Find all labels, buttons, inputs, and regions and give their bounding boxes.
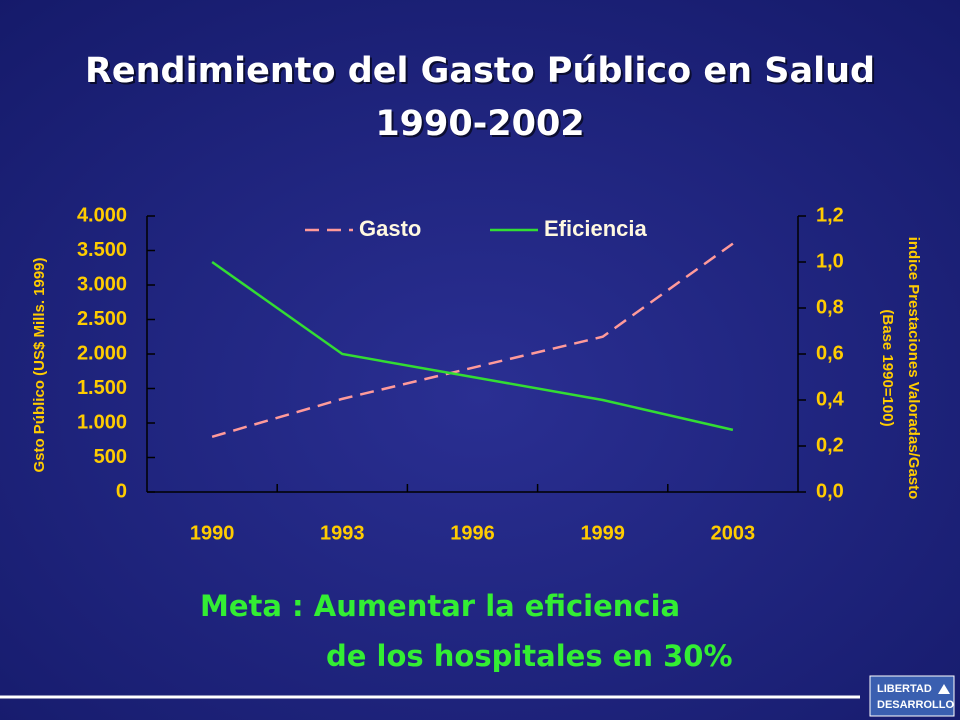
title-shadow: Rendimiento del Gasto Público en Salud [87,53,877,93]
logo-text: DESARROLLO [877,699,954,711]
legend-label: Eficiencia [544,216,647,241]
logo-box [869,675,955,717]
y-tick-label: 4.000 [77,204,127,226]
chart-title: Rendimiento del Gasto Público en Salud [85,51,875,91]
chart-subtitle: 1990-2002 [375,104,584,144]
y2-tick-label: 0,8 [816,296,844,318]
logo-icon [938,684,950,694]
logo-text: LIBERTAD [877,683,932,695]
x-tick-label: 1999 [580,522,625,544]
y2-tick-label: 1,2 [816,204,844,226]
x-tick-label: 1990 [190,522,235,544]
y-tick-label: 1.000 [77,411,127,433]
y2-tick-label: 0,0 [816,480,844,502]
annotation: Meta : Aumentar la eficiencia [200,589,680,623]
annotation: de los hospitales en 30% [326,639,733,673]
y-tick-label: 500 [94,446,127,468]
y-tick-label: 0 [116,480,127,502]
logo: LIBERTAD DESARROLLO [869,675,955,717]
x-tick-label: 2003 [711,522,756,544]
title-shadow: 1990-2002 [377,106,586,146]
y2-tick-label: 1,0 [816,250,844,272]
y2-tick-label: 0,6 [816,342,844,364]
y2-axis-label: (Base 1990=100) [879,309,896,426]
y-tick-label: 3.500 [77,239,127,261]
y2-axis-label: indice Prestaciones Valoradas/Gasto [905,237,922,500]
series-line [211,260,734,432]
y2-tick-label: 0,4 [816,388,845,410]
y-tick-label: 2.000 [77,342,127,364]
x-tick-label: 1993 [320,522,365,544]
y-tick-label: 3.000 [77,273,127,295]
y-tick-label: 1.500 [77,377,127,399]
y2-tick-label: 0,2 [816,434,844,456]
x-tick-label: 1996 [450,522,495,544]
series-line [211,242,734,439]
y-axis-label: Gsto Público (US$ Mills. 1999) [31,257,48,472]
legend-label: Gasto [359,216,421,241]
y-tick-label: 2.500 [77,308,127,330]
